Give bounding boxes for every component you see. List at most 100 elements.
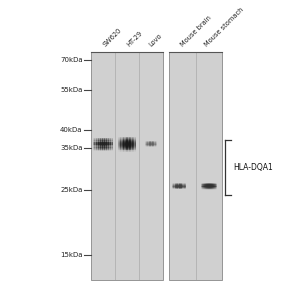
Bar <box>208 189 209 190</box>
Bar <box>122 146 123 147</box>
Bar <box>96 148 97 149</box>
Bar <box>148 146 149 147</box>
Bar <box>184 187 185 188</box>
Bar <box>106 149 107 150</box>
Bar <box>202 189 203 190</box>
Bar <box>203 189 204 190</box>
Bar <box>145 143 146 144</box>
Bar <box>152 145 153 146</box>
Bar <box>145 146 146 147</box>
Bar <box>203 186 204 187</box>
Bar <box>147 141 148 142</box>
Bar <box>203 188 204 189</box>
Bar <box>148 144 149 145</box>
Bar <box>98 149 99 150</box>
Bar <box>100 148 101 149</box>
Bar <box>178 186 179 187</box>
Bar <box>152 142 153 143</box>
Bar <box>104 137 105 138</box>
Bar <box>205 185 206 186</box>
Bar <box>179 185 180 186</box>
Bar <box>100 144 101 145</box>
Bar <box>148 141 149 142</box>
Bar <box>156 143 157 144</box>
Bar <box>146 144 147 145</box>
Bar <box>95 140 96 141</box>
Bar <box>213 186 214 187</box>
Bar <box>201 183 202 184</box>
Bar <box>126 145 127 146</box>
Bar <box>118 143 119 144</box>
Bar <box>146 146 147 147</box>
Bar <box>208 183 209 184</box>
Bar <box>147 144 148 145</box>
Bar <box>202 186 203 187</box>
Bar <box>177 188 178 189</box>
Bar <box>97 138 98 139</box>
Bar <box>124 148 125 149</box>
Bar <box>207 186 208 187</box>
Bar <box>146 141 147 142</box>
Bar <box>145 146 146 147</box>
Bar <box>172 184 173 185</box>
Bar <box>130 151 131 152</box>
Bar <box>211 184 212 185</box>
Bar <box>98 148 99 149</box>
Bar <box>95 149 96 150</box>
Bar <box>151 144 152 145</box>
Bar <box>154 141 155 142</box>
Bar <box>108 141 109 142</box>
Bar <box>95 148 96 149</box>
Bar <box>204 187 205 188</box>
Bar <box>102 144 103 145</box>
Bar <box>135 140 136 141</box>
Bar <box>108 149 109 150</box>
Bar <box>121 144 122 145</box>
Bar <box>106 137 107 138</box>
Bar <box>151 143 152 144</box>
Bar <box>128 141 129 142</box>
Bar <box>202 186 203 187</box>
Bar <box>210 186 211 187</box>
Bar <box>124 137 125 138</box>
Bar <box>96 137 97 138</box>
Bar <box>99 146 100 147</box>
Bar <box>124 141 125 142</box>
Bar <box>100 145 101 146</box>
Bar <box>205 186 206 187</box>
Bar <box>148 144 149 145</box>
Bar <box>124 137 125 138</box>
Bar <box>147 145 148 146</box>
Bar <box>204 189 205 190</box>
Bar <box>104 148 105 149</box>
Bar <box>118 151 119 152</box>
Bar <box>185 185 186 186</box>
Bar <box>103 140 104 141</box>
Bar <box>155 146 156 147</box>
Bar <box>156 146 157 147</box>
Bar <box>97 140 98 141</box>
Bar <box>97 139 98 140</box>
Bar <box>102 139 103 140</box>
Bar <box>110 138 111 139</box>
Bar <box>155 145 156 146</box>
Bar <box>177 184 178 185</box>
Bar <box>126 150 127 151</box>
Bar <box>147 144 148 145</box>
Bar <box>155 142 156 143</box>
Bar <box>101 151 102 152</box>
Bar <box>135 145 136 146</box>
Bar <box>127 148 128 149</box>
Bar <box>211 184 212 185</box>
Bar <box>147 140 148 141</box>
Bar <box>121 151 122 152</box>
Bar <box>119 150 120 151</box>
Bar <box>135 151 136 152</box>
Bar <box>204 189 205 190</box>
Bar <box>130 147 131 148</box>
Bar <box>177 187 178 188</box>
Bar <box>93 145 94 146</box>
Bar <box>118 143 119 144</box>
Bar <box>174 188 175 189</box>
Bar <box>215 188 216 189</box>
